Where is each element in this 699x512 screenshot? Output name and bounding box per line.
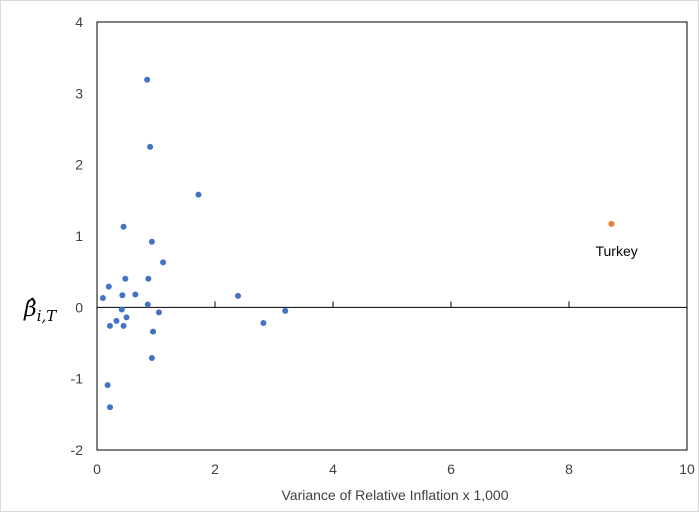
- x-tick-labels: 0 2 4 6 8 10: [93, 461, 695, 477]
- x-tick-label: 10: [679, 461, 695, 477]
- x-tick-label: 8: [565, 461, 573, 477]
- y-tick-label: -2: [71, 442, 84, 458]
- data-point: [123, 314, 130, 321]
- data-point: [104, 382, 111, 389]
- x-tick-label: 0: [93, 461, 101, 477]
- data-point: [132, 291, 139, 298]
- data-point: [155, 309, 162, 316]
- data-point: [260, 320, 267, 327]
- y-tick-label: 1: [75, 228, 83, 244]
- data-point: [119, 292, 126, 299]
- x-tick-label: 4: [329, 461, 337, 477]
- annotation-label: Turkey: [595, 243, 637, 259]
- data-point: [144, 76, 151, 83]
- y-axis-title: β̂i,T: [23, 297, 57, 325]
- data-point: [148, 238, 155, 245]
- x-axis: [97, 301, 688, 308]
- data-point: [150, 328, 157, 335]
- data-point: [148, 354, 155, 361]
- x-axis-title: Variance of Relative Inflation x 1,000: [282, 487, 509, 503]
- x-tick-label: 6: [447, 461, 455, 477]
- y-axis-title-subscript: i,T: [37, 307, 58, 325]
- y-tick-label: 4: [75, 14, 83, 30]
- y-tick-label: 2: [75, 157, 83, 173]
- data-point: [282, 307, 289, 314]
- data-point: [113, 317, 120, 324]
- data-point: [235, 292, 242, 299]
- y-axis-title-symbol: β̂: [23, 297, 37, 322]
- data-points: [99, 76, 615, 411]
- annotations: Turkey: [595, 243, 637, 259]
- data-point: [106, 404, 113, 411]
- data-point: [106, 322, 113, 329]
- plot-frame: [96, 21, 688, 451]
- y-tick-label: -1: [71, 371, 84, 387]
- data-point: [195, 191, 202, 198]
- data-point: [118, 306, 125, 313]
- data-point: [120, 223, 127, 230]
- data-point: [147, 143, 154, 150]
- x-tick-label: 2: [211, 461, 219, 477]
- data-point: [144, 301, 151, 308]
- data-point: [105, 283, 112, 290]
- data-point: [122, 275, 129, 282]
- y-tick-label: 3: [75, 85, 83, 101]
- highlight-data-point: [608, 220, 615, 227]
- y-tick-labels: -2 -1 0 1 2 3 4: [71, 14, 84, 458]
- data-point: [99, 295, 106, 302]
- data-point: [160, 259, 167, 266]
- data-point: [120, 322, 127, 329]
- data-point: [145, 275, 152, 282]
- y-tick-label: 0: [75, 299, 83, 315]
